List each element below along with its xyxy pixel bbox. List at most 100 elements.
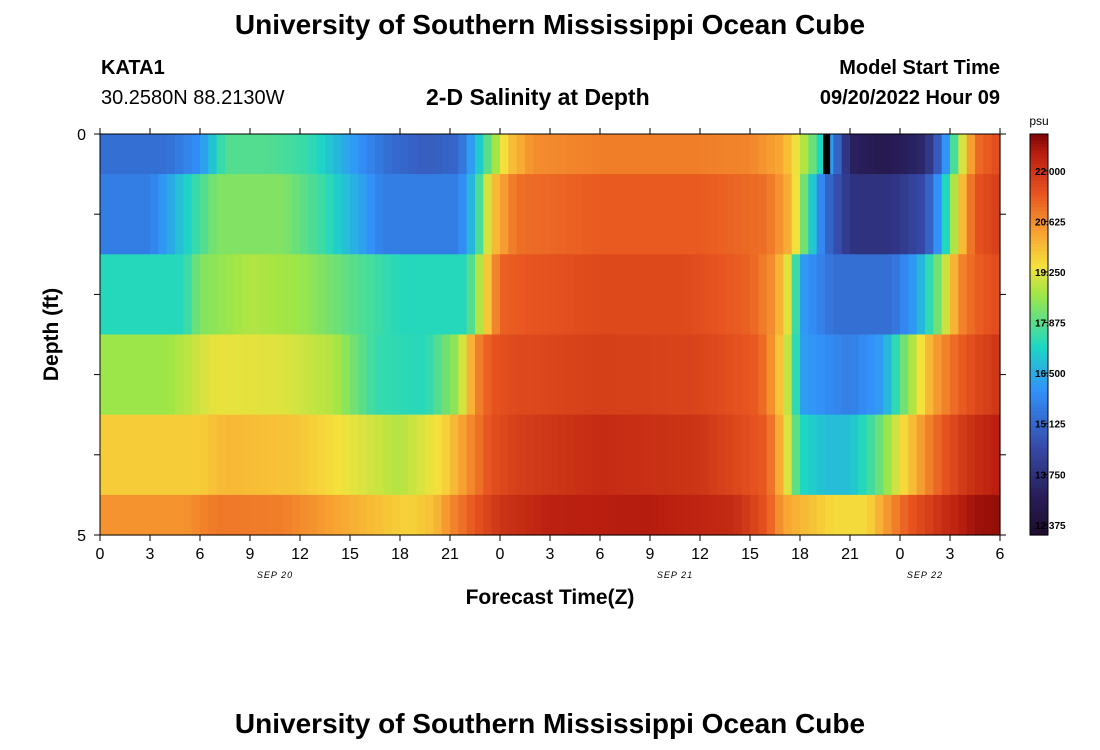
heatmap-cell	[758, 414, 768, 496]
heatmap-cell	[500, 174, 509, 255]
heatmap-cell	[941, 134, 951, 175]
colorbar-segment	[1030, 411, 1048, 416]
heatmap-cell	[566, 254, 576, 336]
heatmap-cell	[350, 134, 359, 175]
colorbar-segment	[1030, 337, 1048, 342]
heatmap-cell	[116, 334, 126, 416]
heatmap-cell	[408, 174, 418, 255]
heatmap-cell	[458, 414, 468, 496]
heatmap-cell	[183, 334, 193, 416]
heatmap-cell	[783, 414, 793, 496]
date-label: SEP 20	[257, 570, 293, 580]
heatmap-cell	[125, 174, 134, 255]
heatmap-cell	[775, 414, 784, 496]
heatmap-cell	[225, 174, 234, 255]
heatmap-cell	[750, 134, 759, 175]
colorbar-tick-label: 16.500	[1035, 369, 1066, 380]
heatmap-cell	[141, 134, 151, 175]
colorbar-segment	[1030, 474, 1048, 479]
heatmap-cell	[691, 414, 701, 496]
heatmap-cell	[266, 254, 276, 336]
no-data-marker	[823, 134, 831, 175]
heatmap-cell	[800, 414, 809, 496]
heatmap-cell	[933, 254, 943, 336]
heatmap-cell	[833, 334, 843, 416]
heatmap-cell	[658, 174, 668, 255]
heatmap-cell	[741, 494, 751, 536]
heatmap-cell	[525, 414, 534, 496]
heatmap-cell	[533, 254, 543, 336]
heatmap-cell	[550, 174, 559, 255]
heatmap-cell	[441, 174, 451, 255]
heatmap-cell	[900, 134, 909, 175]
heatmap-cell	[258, 334, 268, 416]
heatmap-cell	[966, 334, 976, 416]
heatmap-cell	[900, 254, 909, 336]
heatmap-cell	[366, 414, 376, 496]
heatmap-cell	[766, 414, 776, 496]
colorbar-segment	[1030, 518, 1048, 523]
heatmap-cell	[591, 494, 601, 536]
heatmap-cell	[433, 494, 443, 536]
heatmap-cell	[308, 414, 318, 496]
heatmap-cell	[608, 414, 618, 496]
heatmap-cell	[516, 134, 526, 175]
heatmap-cell	[133, 414, 143, 496]
heatmap-cell	[675, 174, 684, 255]
heatmap-cell	[816, 414, 826, 496]
heatmap-cell	[133, 334, 143, 416]
heatmap-cell	[175, 254, 184, 336]
heatmap-cell	[850, 134, 859, 175]
heatmap-cell	[533, 414, 543, 496]
heatmap-cell	[291, 414, 301, 496]
colorbar-segment	[1030, 167, 1048, 172]
heatmap-cell	[458, 494, 468, 536]
heatmap-cell	[516, 334, 526, 416]
colorbar-segment	[1030, 154, 1048, 158]
heatmap-cell	[950, 254, 959, 336]
heatmap-cell	[741, 134, 751, 175]
colorbar-segment	[1030, 301, 1048, 306]
heatmap-cell	[575, 134, 584, 175]
heatmap-cell	[733, 494, 743, 536]
heatmap-cell	[241, 414, 251, 496]
heatmap-cell	[983, 134, 993, 175]
heatmap-cell	[716, 174, 726, 255]
heatmap-cell	[916, 134, 926, 175]
heatmap-cell	[375, 174, 384, 255]
heatmap-cell	[491, 174, 501, 255]
heatmap-cell	[283, 254, 293, 336]
heatmap-cell	[391, 494, 401, 536]
colorbar-segment	[1030, 431, 1048, 436]
heatmap-cell	[266, 494, 276, 536]
heatmap-cell	[491, 134, 501, 175]
colorbar-segment	[1030, 331, 1048, 336]
heatmap-cell	[558, 414, 568, 496]
colorbar-segment	[1030, 384, 1048, 389]
colorbar-segment	[1030, 524, 1048, 529]
heatmap-cell	[700, 334, 709, 416]
heatmap-cell	[200, 494, 209, 536]
colorbar-segment	[1030, 177, 1048, 182]
heatmap-cell	[100, 174, 109, 255]
colorbar-tick-label: 19.250	[1035, 268, 1066, 279]
heatmap-cell	[666, 494, 676, 536]
colorbar-segment	[1030, 257, 1048, 262]
heatmap-cell	[725, 414, 734, 496]
heatmap-cell	[500, 414, 509, 496]
heatmap-cell	[233, 334, 243, 416]
heatmap-cell	[775, 334, 784, 416]
heatmap-cell	[591, 334, 601, 416]
heatmap-cell	[500, 134, 509, 175]
heatmap-cell	[458, 134, 468, 175]
heatmap-cell	[733, 334, 743, 416]
heatmap-cell	[841, 414, 851, 496]
heatmap-cell	[966, 254, 976, 336]
heatmap-cell	[175, 414, 184, 496]
heatmap-cell	[233, 414, 243, 496]
heatmap-cell	[708, 254, 718, 336]
heatmap-cell	[783, 254, 793, 336]
heatmap-cell	[725, 494, 734, 536]
heatmap-cell	[625, 174, 634, 255]
heatmap-cell	[175, 174, 184, 255]
